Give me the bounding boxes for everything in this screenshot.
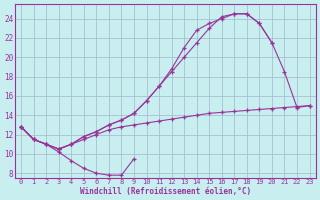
X-axis label: Windchill (Refroidissement éolien,°C): Windchill (Refroidissement éolien,°C) — [80, 187, 251, 196]
